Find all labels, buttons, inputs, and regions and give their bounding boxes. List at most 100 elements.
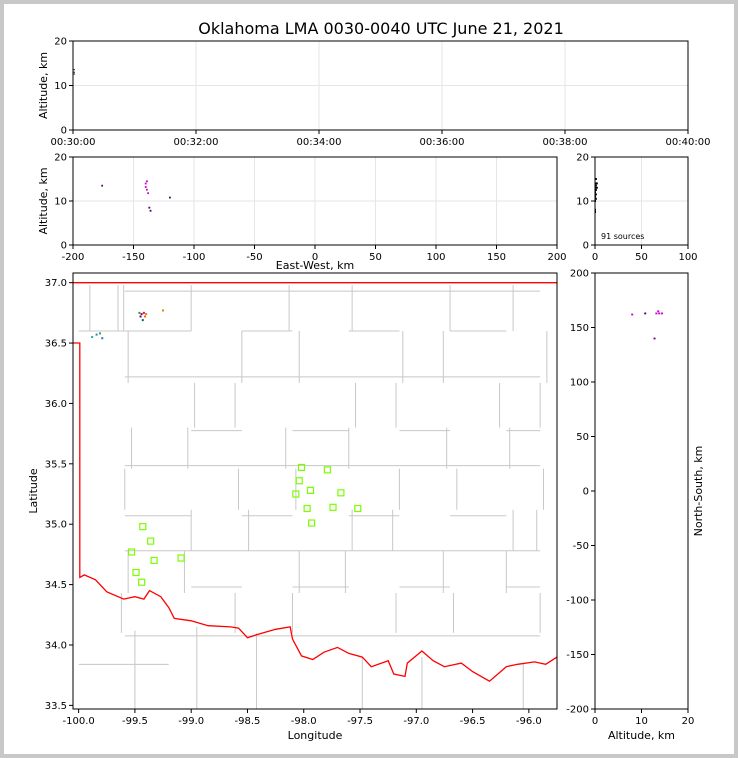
county-line <box>499 285 514 594</box>
y-tick-label: 20 <box>576 153 589 164</box>
county-line <box>285 285 300 633</box>
x-tick-label: 100 <box>678 252 697 263</box>
county-line <box>117 285 133 633</box>
y-tick-label: 150 <box>570 323 589 334</box>
x-tick-label: 00:38:00 <box>543 137 588 148</box>
source-point <box>73 71 75 73</box>
y-tick-label: 37.0 <box>45 278 67 289</box>
y-tick-label: 34.0 <box>45 640 67 651</box>
source-point <box>658 312 661 315</box>
map-axes <box>72 272 558 710</box>
x-tick-label: 00:30:00 <box>51 137 96 148</box>
source-point <box>73 73 75 75</box>
y-tick-label: 100 <box>570 378 589 389</box>
east-west-x-ticks: -200 -150 -100 -50 0 50 100 150 200 <box>62 245 567 263</box>
y-tick-label: 0 <box>61 241 67 252</box>
source-point <box>149 209 152 212</box>
station-marker <box>323 466 331 474</box>
figure-canvas: Oklahoma LMA 0030-0040 UTC June 21, 2021… <box>27 19 711 743</box>
y-tick-label: 35.5 <box>45 459 67 470</box>
map-y-ticks: 33.5 34.0 34.5 35.0 35.5 36.0 36.5 37.0 <box>45 278 73 712</box>
x-tick-label: -150 <box>122 252 145 263</box>
north-south-x-label: Altitude, km <box>608 729 675 742</box>
y-tick-label: 33.5 <box>45 701 67 712</box>
east-west-points <box>101 180 171 212</box>
east-west-y-ticks: 0 10 20 <box>54 153 73 252</box>
station-marker <box>177 554 185 562</box>
y-tick-label: 35.0 <box>45 520 67 531</box>
east-west-grid <box>72 156 558 246</box>
x-tick-label: -96.5 <box>460 716 486 727</box>
x-tick-label: -97.0 <box>403 716 429 727</box>
station-marker <box>139 523 147 531</box>
x-tick-label: 20 <box>682 716 695 727</box>
station-marker <box>303 504 311 513</box>
north-south-x-ticks: 0 10 20 <box>592 709 695 727</box>
map-x-ticks: -100.0 -99.5 -99.0 -98.5 -98.0 -97.5 -97.0 -96.… <box>63 709 542 727</box>
histogram-bar <box>595 184 597 187</box>
histogram-bar <box>595 186 598 189</box>
station-marker <box>354 504 362 513</box>
altitude-north-south-panel: 0 10 20 -200 -150 -100 -50 0 50 100 150 200 Altitu… <box>566 269 705 743</box>
source-point <box>144 186 147 188</box>
source-point <box>653 337 656 340</box>
x-tick-label: 10 <box>635 716 648 727</box>
source-point <box>138 311 141 314</box>
county-line <box>536 330 548 633</box>
state-boundary <box>73 282 557 682</box>
station-marker <box>297 463 306 472</box>
source-point <box>147 192 150 195</box>
histogram-bar <box>595 189 597 191</box>
source-point <box>644 312 647 315</box>
source-point <box>657 310 660 313</box>
source-point <box>148 206 151 209</box>
x-tick-label: 150 <box>487 252 506 263</box>
histogram-bar <box>595 197 597 200</box>
source-point <box>169 196 171 199</box>
county-line <box>392 330 404 633</box>
source-count-annotation: 91 sources <box>601 232 644 241</box>
figure: Oklahoma LMA 0030-0040 UTC June 21, 2021… <box>4 4 734 754</box>
east-west-altitude-panel: -200 -150 -100 -50 0 50 100 150 200 0 10 20 East-W… <box>37 153 567 273</box>
y-tick-label: 36.0 <box>45 399 67 410</box>
station-marker <box>295 477 303 485</box>
source-point <box>146 180 148 183</box>
y-tick-label: 10 <box>576 197 589 208</box>
x-tick-label: 00:40:00 <box>666 137 711 148</box>
y-tick-label: -50 <box>573 541 589 552</box>
x-tick-label: 0 <box>592 252 598 263</box>
x-tick-label: 50 <box>369 252 382 263</box>
county-line <box>344 285 357 594</box>
plan-view-map-panel: -100.0 -99.5 -99.0 -98.5 -98.0 -97.5 -97.0 -96.… <box>27 272 558 742</box>
station-marker <box>127 548 136 556</box>
map-x-label: Longitude <box>288 729 343 742</box>
east-west-y-label: Altitude, km <box>37 167 50 234</box>
y-tick-label: 20 <box>54 37 67 48</box>
y-tick-label: -150 <box>566 650 589 661</box>
x-tick-label: -100.0 <box>63 716 95 727</box>
y-tick-label: 50 <box>576 432 589 443</box>
station-marker <box>150 556 158 565</box>
x-tick-label: 100 <box>426 252 445 263</box>
north-south-points <box>631 310 663 340</box>
y-tick-label: 34.5 <box>45 580 67 591</box>
source-point <box>91 336 94 339</box>
county-boundaries <box>78 285 548 709</box>
county-line <box>183 285 196 594</box>
histogram-bar <box>595 178 597 180</box>
x-tick-label: -98.0 <box>291 716 317 727</box>
x-tick-label: 00:32:00 <box>174 137 219 148</box>
y-tick-label: 0 <box>61 126 67 137</box>
y-tick-label: 10 <box>54 81 67 92</box>
y-tick-label: 200 <box>570 269 589 280</box>
y-tick-label: 36.5 <box>45 339 67 350</box>
source-point <box>141 319 144 322</box>
time-altitude-y-label: Altitude, km <box>37 52 50 119</box>
source-point <box>99 332 102 335</box>
source-point <box>144 182 147 185</box>
y-tick-label: 0 <box>583 241 589 252</box>
x-tick-label: -50 <box>246 252 262 263</box>
altitude-histogram-panel: 0 50 100 0 10 20 91 sources <box>576 153 697 264</box>
x-tick-label: -98.5 <box>235 716 261 727</box>
station-marker <box>306 486 315 494</box>
